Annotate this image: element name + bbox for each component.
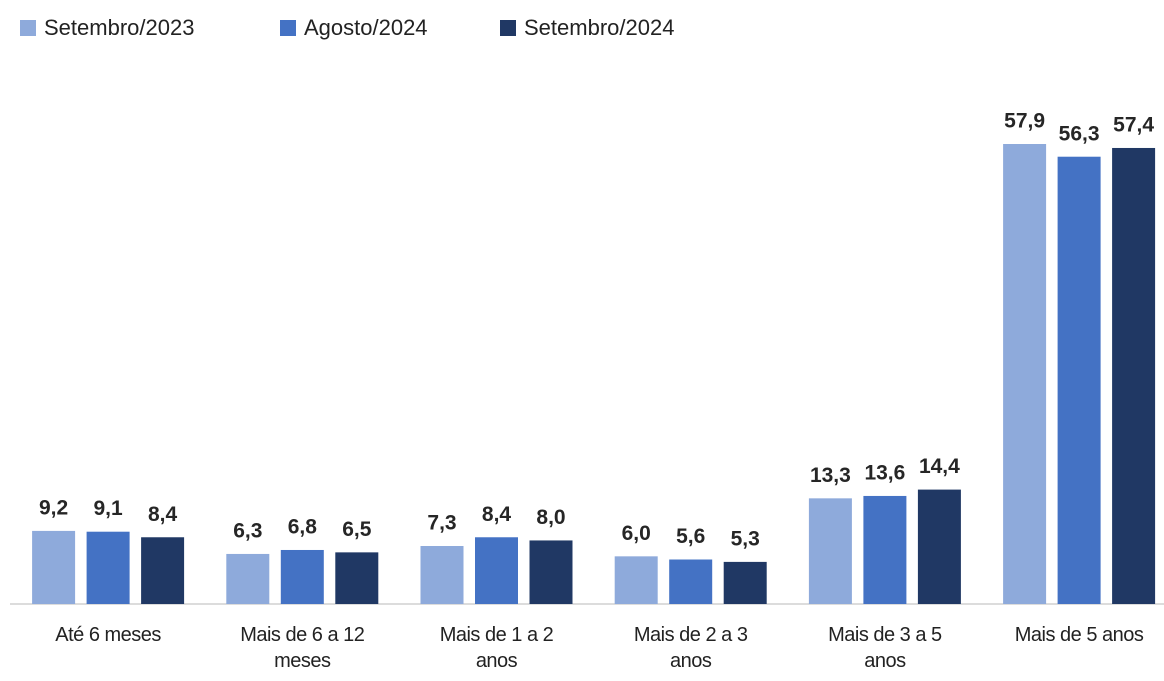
- bar: [669, 559, 713, 604]
- value-label: 7,3: [427, 512, 456, 535]
- bar: [614, 556, 658, 604]
- value-label: 9,2: [39, 496, 68, 519]
- legend-swatch: [20, 20, 36, 36]
- bar: [86, 531, 130, 604]
- value-label: 13,6: [864, 461, 905, 484]
- value-label: 9,1: [93, 497, 123, 520]
- x-tick-label: Mais de 6 a 12 meses: [240, 624, 365, 672]
- value-label: 6,5: [342, 518, 372, 541]
- legend-swatch: [500, 20, 516, 36]
- value-label: 57,4: [1113, 114, 1154, 137]
- bar: [863, 495, 907, 604]
- bar: [141, 537, 185, 604]
- value-label: 6,3: [233, 519, 262, 542]
- value-label: 56,3: [1059, 122, 1100, 145]
- bar: [529, 540, 573, 604]
- value-label: 6,0: [622, 522, 651, 545]
- x-tick-label: Até 6 meses: [55, 624, 161, 646]
- bar: [475, 537, 518, 604]
- value-label: 13,3: [810, 464, 851, 487]
- x-tick-label: Mais de 1 a 2 anos: [439, 624, 554, 672]
- value-label: 8,0: [536, 506, 565, 529]
- x-tick-label: Mais de 2 a 3 anos: [633, 624, 748, 672]
- value-label: 8,4: [148, 503, 178, 526]
- legend-label: Setembro/2024: [524, 15, 674, 40]
- bar: [1003, 144, 1047, 604]
- legend-label: Setembro/2023: [44, 15, 194, 40]
- value-label: 57,9: [1004, 110, 1045, 133]
- bar: [280, 549, 324, 604]
- bar: [723, 561, 767, 604]
- bar: [808, 498, 852, 604]
- bar: [420, 546, 464, 604]
- legend-label: Agosto/2024: [304, 15, 428, 40]
- bar: [1057, 156, 1101, 604]
- value-label: 8,4: [482, 503, 512, 526]
- value-label: 5,6: [676, 525, 705, 548]
- bar: [226, 553, 270, 604]
- x-tick-label: Mais de 3 a 5 anos: [828, 624, 942, 672]
- bar: [335, 552, 379, 604]
- value-label: 6,8: [288, 516, 318, 539]
- bar: [917, 489, 961, 604]
- value-label: 14,4: [919, 455, 960, 478]
- legend-swatch: [280, 20, 296, 36]
- bar: [32, 530, 76, 604]
- value-label: 5,3: [731, 527, 760, 550]
- bar: [1112, 147, 1156, 605]
- x-tick-label: Mais de 5 anos: [1014, 624, 1144, 646]
